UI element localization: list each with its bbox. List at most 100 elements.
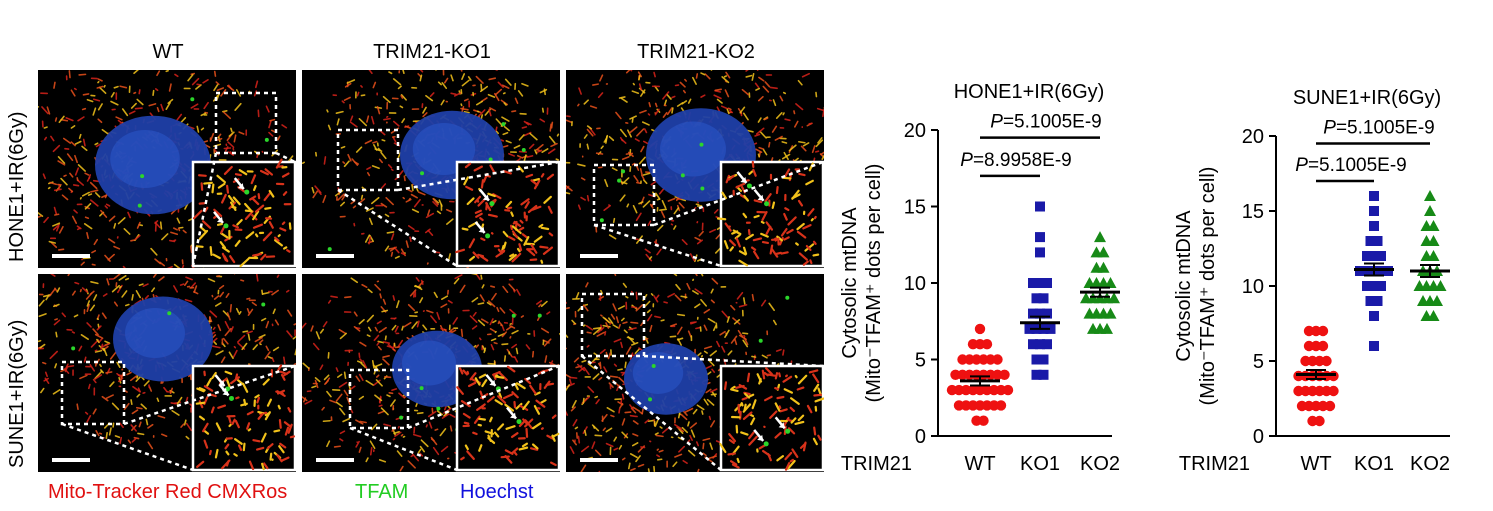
data-point: [1045, 323, 1056, 334]
data-point: [1372, 296, 1383, 306]
y-tick-label: 20: [904, 120, 926, 142]
data-point: [1369, 341, 1379, 351]
p-value-label: P=8.9958E-9: [960, 150, 1071, 171]
data-point: [1424, 190, 1436, 201]
y-axis-label: Cytosolic mtDNA: [839, 207, 861, 359]
data-point: [1369, 206, 1379, 216]
data-point: [1031, 293, 1042, 304]
data-point: [1104, 277, 1117, 288]
x-tick-label: KO2: [1410, 453, 1450, 475]
data-point: [1031, 354, 1042, 365]
data-point: [1042, 278, 1052, 288]
data-point: [1427, 220, 1440, 231]
data-point: [1424, 205, 1436, 216]
data-point: [1028, 278, 1038, 288]
data-point: [1094, 231, 1106, 243]
p-value-label: P=5.1005E-9: [1295, 155, 1406, 176]
data-point: [1321, 355, 1332, 367]
micrograph-sune1-ko1: [302, 274, 560, 472]
data-point: [1324, 400, 1336, 412]
data-point: [1097, 246, 1110, 258]
data-point: [1431, 295, 1443, 306]
column-title-ko2: TRIM21-KO2: [637, 41, 755, 63]
y-axis-label: Cytosolic mtDNA: [1173, 210, 1195, 362]
legend-tfam: TFAM: [355, 481, 409, 503]
chart-title: SUNE1+IR(6Gy): [1293, 87, 1441, 109]
data-point: [1097, 261, 1110, 273]
data-point: [1002, 384, 1014, 396]
micrograph-sune1-wt: [38, 274, 296, 472]
data-point: [992, 354, 1003, 365]
y-tick-label: 15: [904, 197, 926, 219]
data-point: [1365, 236, 1376, 246]
legend-hoechst: Hoechst: [460, 481, 534, 503]
data-point: [1108, 292, 1120, 304]
micrograph-hone1-ko1: [302, 70, 560, 268]
data-point: [1024, 323, 1035, 334]
data-point: [1042, 339, 1052, 350]
data-point: [1369, 221, 1379, 231]
data-point: [1038, 293, 1049, 304]
data-point: [1317, 340, 1329, 352]
data-point: [1035, 247, 1045, 258]
p-value-label: P=5.1005E-9: [990, 112, 1101, 133]
data-point: [978, 415, 989, 426]
y-tick-label: 0: [1253, 426, 1264, 448]
y-tick-label: 5: [915, 350, 926, 372]
micrograph-hone1-wt: [38, 70, 296, 268]
y-tick-label: 0: [915, 426, 926, 448]
x-tick-label: KO2: [1080, 453, 1120, 475]
data-point: [1372, 236, 1383, 246]
p-value-label: P=5.1005E-9: [1323, 118, 1434, 139]
x-axis-label: TRIM21: [841, 453, 912, 475]
chart-title: HONE1+IR(6Gy): [954, 81, 1105, 103]
y-tick-label: 15: [1242, 201, 1264, 223]
y-tick-label: 5: [1253, 351, 1264, 373]
data-point: [1028, 308, 1038, 319]
column-title-ko1: TRIM21-KO1: [373, 41, 491, 63]
column-title-wt: WT: [152, 41, 184, 63]
data-point: [1035, 278, 1045, 288]
data-point: [1376, 251, 1386, 261]
data-point: [1314, 415, 1325, 427]
x-tick-label: KO1: [1354, 453, 1394, 475]
data-point: [1362, 281, 1372, 291]
y-tick-label: 10: [904, 273, 926, 295]
legend-mitotracker: Mito-Tracker Red CMXRos: [48, 481, 288, 503]
data-point: [1369, 191, 1379, 201]
data-point: [1369, 251, 1379, 261]
y-tick-label: 20: [1242, 126, 1264, 148]
data-point: [1427, 235, 1440, 246]
data-point: [1376, 281, 1386, 291]
data-point: [1317, 325, 1329, 337]
y-tick-label: 10: [1242, 276, 1264, 298]
micrograph-hone1-ko2: [566, 70, 824, 268]
data-point: [1365, 296, 1376, 306]
x-tick-label: WT: [964, 453, 995, 475]
data-point: [1427, 310, 1440, 321]
data-point: [1369, 311, 1379, 321]
data-point: [1104, 307, 1117, 319]
data-point: [1035, 308, 1045, 319]
data-point: [1434, 280, 1447, 291]
x-tick-label: WT: [1300, 453, 1331, 475]
x-tick-label: KO1: [1020, 453, 1060, 475]
data-point: [981, 339, 993, 350]
data-point: [974, 323, 986, 335]
data-point: [1042, 308, 1052, 319]
data-point: [1369, 281, 1379, 291]
data-point: [1038, 369, 1049, 380]
data-point: [1101, 322, 1113, 334]
data-point: [995, 400, 1007, 411]
data-point: [1035, 339, 1045, 350]
data-point: [1328, 385, 1339, 397]
data-point: [1035, 232, 1045, 243]
y-axis-label: (Mito⁻TFAM⁺ dots per cell): [1197, 167, 1219, 406]
micrograph-sune1-ko2: [566, 274, 824, 472]
data-point: [1028, 339, 1038, 350]
y-axis-label: (Mito⁻TFAM⁺ dots per cell): [863, 164, 885, 403]
x-axis-label: TRIM21: [1179, 453, 1250, 475]
data-point: [1035, 201, 1045, 212]
